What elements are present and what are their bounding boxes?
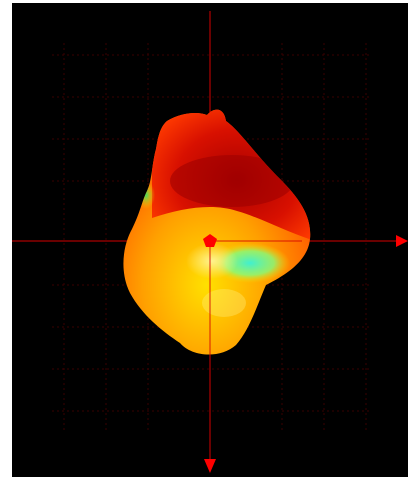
axes-overlay: [209, 240, 302, 355]
3d-viewport[interactable]: [12, 3, 408, 477]
pentagon-marker-icon: [203, 234, 217, 247]
arrow-right-icon: [396, 235, 408, 247]
surface-object: [123, 109, 311, 355]
arrow-down-icon: [204, 459, 216, 473]
surface-render: [12, 11, 408, 473]
